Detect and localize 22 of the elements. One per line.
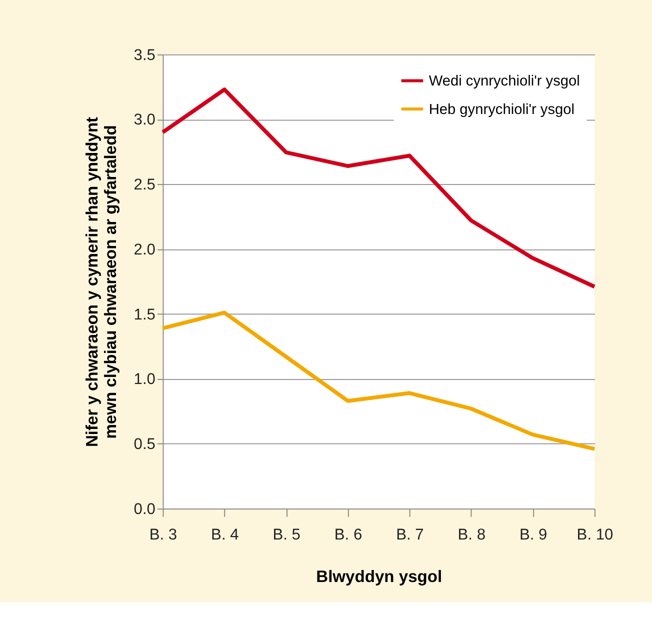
y-tick-label: 0.5 [134, 436, 156, 454]
x-tick-label: B. 10 [576, 526, 614, 544]
x-tick-label: B. 5 [272, 526, 301, 544]
y-tick-label: 0.0 [134, 500, 156, 518]
y-tick-label: 3.0 [134, 112, 156, 129]
line-series [160, 88, 596, 289]
x-tick-label: B. 9 [519, 526, 548, 544]
y-tick-label: 2.5 [134, 176, 156, 194]
x-axis-title: Blwyddyn ysgol [316, 567, 442, 586]
y-tick-label: 2.0 [134, 241, 156, 258]
y-tick-label: 3.5 [134, 46, 156, 64]
y-axis-title: Nifer y chwaraeon y cymerir rhan ynddynt mewn clybiau chwaraeon ar gyfartaledd [82, 116, 120, 448]
y-tick-label: 1.0 [134, 371, 156, 388]
line-series [160, 310, 596, 451]
x-tick-label: B. 3 [149, 526, 178, 544]
x-tick-label: B. 7 [396, 526, 424, 544]
legend-label: Wedi cynrychioli'r ysgol [428, 74, 580, 90]
x-tick-label: B. 6 [334, 526, 362, 544]
x-tick-label: B. 4 [211, 526, 240, 544]
x-tick-label: B. 8 [458, 526, 486, 544]
legend-label: Heb gynrychioli'r ysgol [428, 102, 575, 118]
y-tick-label: 1.5 [134, 306, 156, 324]
